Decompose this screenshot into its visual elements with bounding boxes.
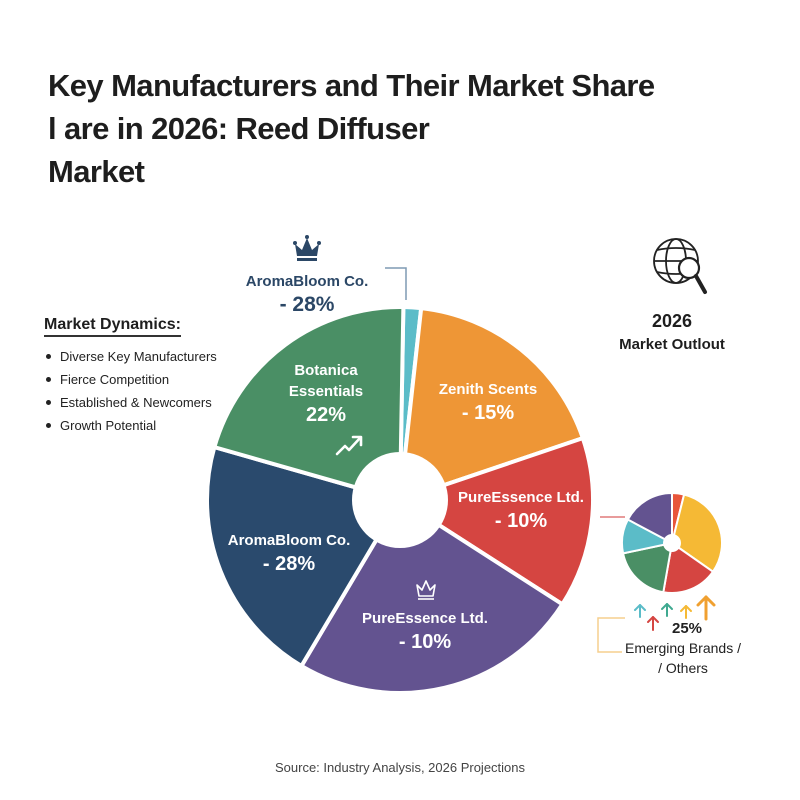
mini-donut-hole — [663, 534, 681, 552]
source-note: Source: Industry Analysis, 2026 Projecti… — [274, 760, 526, 775]
pie-slice — [398, 436, 595, 607]
main-pie — [205, 305, 595, 695]
market-dynamics-panel: Market Dynamics: Diverse Key Manufacture… — [44, 316, 217, 437]
list-item: Diverse Key Manufacturers — [44, 345, 217, 368]
list-item: Fierce Competition — [44, 368, 217, 391]
label-pureessence-red: PureEssence Ltd. - 10% — [458, 489, 584, 532]
crown-icon — [293, 235, 321, 261]
list-item: Growth Potential — [44, 414, 217, 437]
title-line-3: Market — [48, 154, 145, 189]
market-outlook: 2026 Market Outlout — [619, 310, 725, 358]
chart-title: Key Manufacturers and Their Market Share… — [48, 64, 748, 193]
market-dynamics-heading: Market Dynamics: — [44, 316, 181, 337]
emerging-line2: / Others — [658, 660, 708, 676]
pie-slice — [622, 542, 673, 594]
crown-outline-icon — [416, 580, 436, 600]
market-dynamics-list: Diverse Key Manufacturers Fierce Competi… — [44, 345, 217, 437]
pie-slice — [671, 493, 723, 573]
emerging-line1: Emerging Brands / — [625, 640, 741, 656]
title-line-2: l are in 2026: Reed Diffuser — [48, 111, 430, 146]
label-aromabloom-navy: AromaBloom Co. - 28% — [227, 532, 351, 575]
pie-slice — [205, 445, 402, 668]
mini-pie — [621, 492, 723, 594]
pie-slice — [626, 492, 673, 544]
outlook-year: 2026 — [651, 311, 693, 331]
callout-aromabloom: AromaBloom Co. - 28% — [246, 272, 369, 318]
callout-name: AromaBloom Co. — [245, 273, 369, 290]
globe-search-icon — [653, 238, 707, 294]
emerging-pct: 25% — [671, 620, 703, 637]
growth-arrows-icon — [634, 595, 716, 631]
pie-slice — [212, 305, 406, 502]
trend-up-icon — [335, 435, 363, 456]
emerging-bracket — [597, 617, 625, 653]
title-line-1: Key Manufacturers and Their Market Share — [48, 68, 655, 103]
list-item: Established & Newcomers — [44, 391, 217, 414]
label-zenith: Zenith Scents - 15% — [438, 381, 538, 424]
label-botanica: Botanica Essentials 22% — [288, 362, 364, 426]
callout-connector — [385, 267, 407, 300]
label-pureessence-purple: PureEssence Ltd. - 10% — [362, 610, 488, 653]
emerging-brands: 25% Emerging Brands / / Others — [625, 620, 741, 678]
callout-pct: - 28% — [279, 293, 335, 316]
donut-hole — [352, 452, 448, 548]
pie-slice — [662, 542, 714, 594]
outlook-label: Market Outlout — [619, 336, 725, 353]
